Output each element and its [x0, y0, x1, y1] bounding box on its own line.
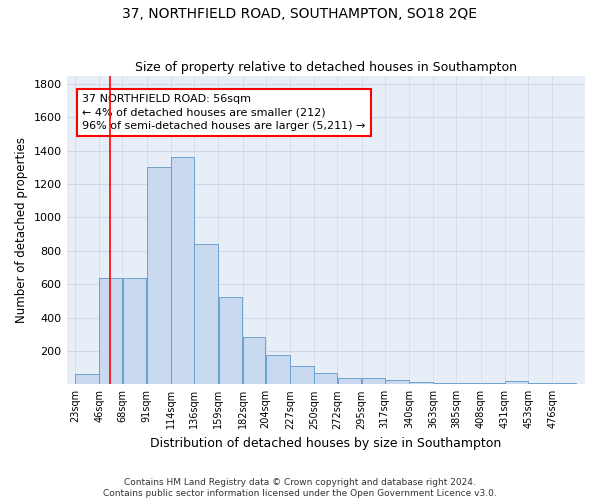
Text: Contains HM Land Registry data © Crown copyright and database right 2024.
Contai: Contains HM Land Registry data © Crown c… [103, 478, 497, 498]
Bar [409, 382, 433, 384]
Bar [266, 355, 290, 384]
Bar [457, 382, 481, 384]
Bar [122, 278, 146, 384]
X-axis label: Distribution of detached houses by size in Southampton: Distribution of detached houses by size … [150, 437, 502, 450]
Bar [100, 278, 122, 384]
Bar [338, 378, 361, 384]
Bar [243, 337, 265, 384]
Bar [194, 244, 218, 384]
Title: Size of property relative to detached houses in Southampton: Size of property relative to detached ho… [135, 62, 517, 74]
Text: 37 NORTHFIELD ROAD: 56sqm
← 4% of detached houses are smaller (212)
96% of semi-: 37 NORTHFIELD ROAD: 56sqm ← 4% of detach… [82, 94, 365, 130]
Bar [171, 158, 194, 384]
Bar [75, 374, 99, 384]
Bar [505, 381, 528, 384]
Bar [218, 296, 242, 384]
Y-axis label: Number of detached properties: Number of detached properties [15, 137, 28, 323]
Bar [433, 382, 456, 384]
Bar [362, 378, 385, 384]
Bar [385, 380, 409, 384]
Bar [147, 168, 170, 384]
Bar [314, 372, 337, 384]
Bar [290, 366, 314, 384]
Text: 37, NORTHFIELD ROAD, SOUTHAMPTON, SO18 2QE: 37, NORTHFIELD ROAD, SOUTHAMPTON, SO18 2… [122, 8, 478, 22]
